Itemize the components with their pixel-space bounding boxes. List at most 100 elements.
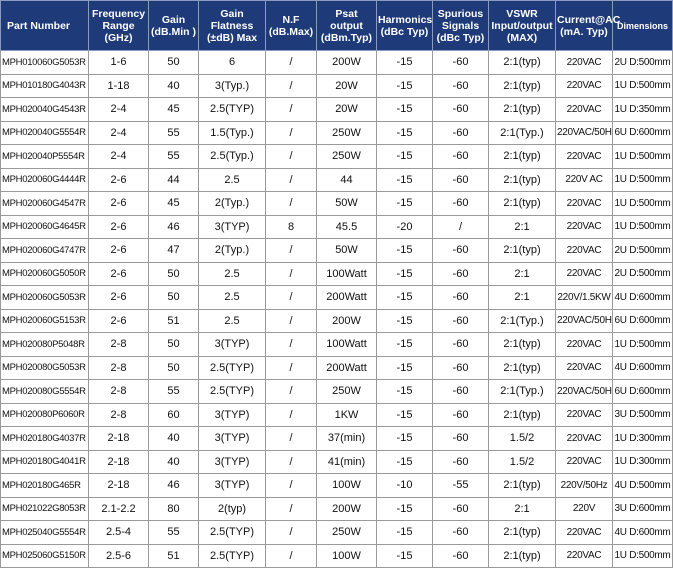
table-cell: 220V bbox=[555, 496, 613, 521]
part-number-cell: MPH021022G8053R bbox=[0, 496, 89, 521]
table-cell: -15 bbox=[376, 191, 433, 216]
table-row: MPH020180G4037R 2-18 40 3(TYP)/37(min) -15 -6… bbox=[0, 426, 673, 451]
table-cell: 6U D:600mm bbox=[612, 308, 673, 333]
table-cell: / bbox=[265, 97, 317, 122]
table-cell: -15 bbox=[376, 520, 433, 545]
table-cell: 220VAC bbox=[555, 332, 613, 357]
part-number-cell: MPH020060G5153R bbox=[0, 308, 89, 333]
table-cell: / bbox=[265, 520, 317, 545]
table-cell: 2.5(TYP) bbox=[198, 97, 266, 122]
table-cell: 2:1(typ) bbox=[488, 473, 556, 498]
table-cell: 2.5-4 bbox=[88, 520, 149, 545]
table-cell: -15 bbox=[376, 332, 433, 357]
table-cell: 2:1(typ) bbox=[488, 520, 556, 545]
table-cell: / bbox=[265, 473, 317, 498]
table-cell: 250W bbox=[316, 379, 377, 404]
table-cell: -15 bbox=[376, 402, 433, 427]
header-cell: Harmonics (dBc Typ) bbox=[376, 0, 433, 51]
table-cell: -60 bbox=[432, 308, 489, 333]
table-cell: 2:1 bbox=[488, 285, 556, 310]
table-cell: 2-18 bbox=[88, 449, 149, 474]
table-cell: -15 bbox=[376, 120, 433, 145]
table-row: MPH020180G465R 2-18 46 3(TYP)/100W -10 -55 2:1… bbox=[0, 473, 673, 498]
table-cell: -15 bbox=[376, 426, 433, 451]
table-cell: 1U D:300mm bbox=[612, 426, 673, 451]
table-cell: 50 bbox=[148, 50, 199, 75]
table-cell: 2-18 bbox=[88, 473, 149, 498]
table-cell: / bbox=[265, 120, 317, 145]
table-cell: 3(Typ.) bbox=[198, 73, 266, 98]
table-cell: 4U D:600mm bbox=[612, 285, 673, 310]
table-cell: 2:1(typ) bbox=[488, 50, 556, 75]
table-row: MPH025040G5554R 2.5-4 55 2.5(TYP)/250W -15 -6… bbox=[0, 520, 673, 545]
table-cell: 4U D:500mm bbox=[612, 473, 673, 498]
table-cell: 2-4 bbox=[88, 120, 149, 145]
header-cell: Dimensions bbox=[612, 0, 673, 51]
table-cell: -15 bbox=[376, 73, 433, 98]
table-cell: 1KW bbox=[316, 402, 377, 427]
table-cell: 51 bbox=[148, 308, 199, 333]
table-cell: 55 bbox=[148, 520, 199, 545]
table-body: MPH010060G5053R 1-6 50 6/200W -15 -60 2:1(typ)… bbox=[0, 50, 673, 568]
table-cell: / bbox=[265, 308, 317, 333]
table-cell: 45 bbox=[148, 191, 199, 216]
table-cell: 2-8 bbox=[88, 402, 149, 427]
header-cell: VSWR Input/output (MAX) bbox=[488, 0, 556, 51]
table-row: MPH020060G5053R 2-6 50 2.5/200Watt -15 -60 2:1… bbox=[0, 285, 673, 310]
table-cell: -15 bbox=[376, 238, 433, 263]
table-row: MPH020080P6060R 2-8 60 3(TYP)/1KW -15 -60 2:1(… bbox=[0, 402, 673, 427]
table-cell: / bbox=[265, 496, 317, 521]
table-cell: 250W bbox=[316, 120, 377, 145]
table-cell: -15 bbox=[376, 355, 433, 380]
table-cell: 2.5(Typ.) bbox=[198, 144, 266, 169]
table-cell: 20W bbox=[316, 73, 377, 98]
table-cell: 1.5/2 bbox=[488, 449, 556, 474]
table-cell: 2.5(TYP) bbox=[198, 379, 266, 404]
table-cell: 1U D:500mm bbox=[612, 73, 673, 98]
table-cell: 4U D:600mm bbox=[612, 355, 673, 380]
table-cell: / bbox=[265, 332, 317, 357]
header-cell: Current@AC (mA. Typ) bbox=[555, 0, 620, 51]
table-cell: 220VAC bbox=[555, 449, 613, 474]
table-cell: 2:1(typ) bbox=[488, 332, 556, 357]
header-cell: Spurious Signals (dBc Typ) bbox=[432, 0, 489, 51]
table-cell: 2-6 bbox=[88, 285, 149, 310]
table-cell: 6U D:600mm bbox=[612, 120, 673, 145]
table-cell: 2(Typ.) bbox=[198, 191, 266, 216]
part-number-cell: MPH020040G4543R bbox=[0, 97, 89, 122]
table-cell: 6U D:600mm bbox=[612, 379, 673, 404]
table-cell: 47 bbox=[148, 238, 199, 263]
table-cell: -15 bbox=[376, 496, 433, 521]
table-cell: 2-6 bbox=[88, 308, 149, 333]
header-cell: Part Number bbox=[0, 0, 89, 51]
table-cell: -60 bbox=[432, 238, 489, 263]
header-row: Part Number Frequency Range (GHz) Gain (dB… bbox=[0, 0, 673, 51]
table-cell: / bbox=[265, 191, 317, 216]
table-cell: -60 bbox=[432, 167, 489, 192]
table-cell: 250W bbox=[316, 520, 377, 545]
table-cell: 45 bbox=[148, 97, 199, 122]
table-cell: 2-4 bbox=[88, 144, 149, 169]
table-cell: 2-8 bbox=[88, 379, 149, 404]
part-number-cell: MPH020060G4747R bbox=[0, 238, 89, 263]
table-cell: 200W bbox=[316, 50, 377, 75]
table-cell: 220V/50Hz bbox=[555, 473, 613, 498]
table-cell: 2:1(Typ.) bbox=[488, 308, 556, 333]
part-number-cell: MPH020060G4547R bbox=[0, 191, 89, 216]
table-cell: 100W bbox=[316, 543, 377, 568]
table-cell: 2:1(typ) bbox=[488, 97, 556, 122]
table-cell: / bbox=[265, 50, 317, 75]
table-cell: 220VAC bbox=[555, 355, 613, 380]
table-cell: 100Watt bbox=[316, 261, 377, 286]
table-cell: 2:1(typ) bbox=[488, 238, 556, 263]
table-row: MPH021022G8053R 2.1-2.2 80 2(typ)/200W -15 -6… bbox=[0, 496, 673, 521]
table-cell: 1U D:300mm bbox=[612, 449, 673, 474]
table-cell: 220V AC bbox=[555, 167, 613, 192]
table-cell: / bbox=[265, 355, 317, 380]
part-number-cell: MPH020080G5554R bbox=[0, 379, 89, 404]
table-row: MPH020040G4543R 2-4 45 2.5(TYP)/20W -15 -60 2:… bbox=[0, 97, 673, 122]
table-cell: 2-6 bbox=[88, 238, 149, 263]
table-cell: / bbox=[265, 402, 317, 427]
table-cell: 45.5 bbox=[316, 214, 377, 239]
table-cell: 46 bbox=[148, 214, 199, 239]
